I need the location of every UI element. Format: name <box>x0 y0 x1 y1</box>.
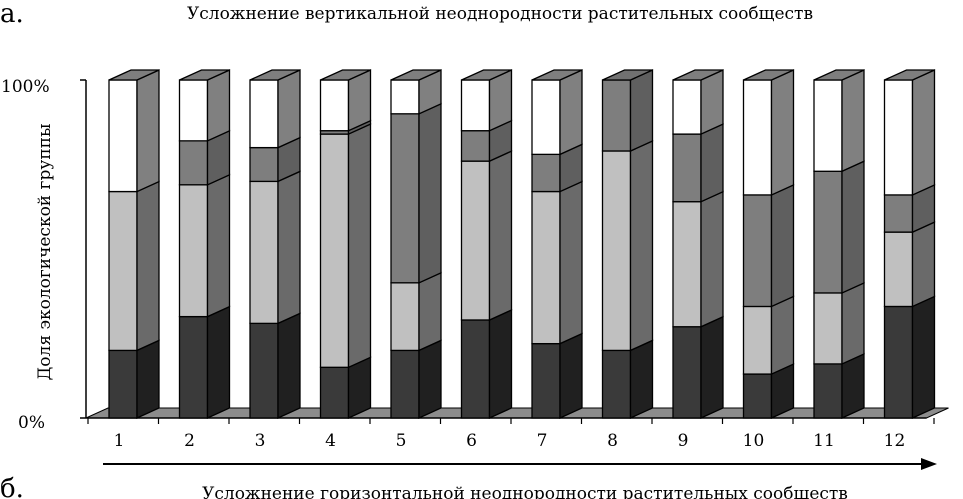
bottom-caption: Усложнение горизонтальной неоднородности… <box>202 484 848 499</box>
bar-segment <box>672 123 724 203</box>
x-tick-label: 8 <box>607 431 618 451</box>
bar-segment <box>883 68 936 196</box>
x-tick-label: 2 <box>184 431 195 451</box>
bar-1 <box>108 68 160 420</box>
bar-8 <box>601 68 654 420</box>
y-tick-label-min: 0% <box>18 413 45 433</box>
bar-4 <box>319 68 372 420</box>
bar-3 <box>249 68 301 420</box>
bar-segment <box>108 68 160 193</box>
bar-top-face <box>813 69 865 81</box>
bar-segment <box>813 160 865 294</box>
bar-segment <box>742 68 795 196</box>
bar-segment <box>883 295 936 420</box>
bar-segment <box>249 170 301 325</box>
top-caption: Усложнение вертикальной неоднородности р… <box>187 4 813 24</box>
bar-top-face <box>531 69 583 81</box>
direction-arrow <box>103 458 937 470</box>
x-tick-label: 9 <box>678 431 689 451</box>
bar-segment <box>672 315 724 420</box>
panel-label-bottom: б. <box>0 474 24 499</box>
x-tick-label: 1 <box>114 431 125 451</box>
bar-top-face <box>320 69 371 81</box>
bar-7 <box>531 68 583 420</box>
bar-top-face <box>179 69 230 81</box>
bar-segment <box>601 339 654 420</box>
bar-12 <box>883 68 936 420</box>
bar-segment <box>460 150 513 321</box>
bar-segment <box>813 281 865 365</box>
bar-top-face <box>390 69 442 81</box>
bar-segment <box>601 68 654 152</box>
bar-top-face <box>672 69 724 81</box>
x-tick-labels: 1 2 3 4 5 6 7 8 9 10 11 12 <box>114 431 906 451</box>
bar-top-face <box>602 69 653 81</box>
x-tick-label: 10 <box>743 431 765 451</box>
bar-segment <box>742 183 795 308</box>
bar-segment <box>108 180 160 352</box>
bar-segment <box>108 339 160 420</box>
bar-segment <box>319 123 372 369</box>
bar-segment <box>601 139 654 352</box>
bar-segment <box>249 68 301 149</box>
bar-segment <box>460 119 513 163</box>
bar-segment <box>178 305 231 420</box>
bar-top-face <box>884 69 935 81</box>
bar-segment <box>460 308 513 420</box>
bar-segment <box>178 129 231 186</box>
bar-segment <box>672 190 724 328</box>
bar-segment <box>460 68 513 132</box>
bar-segment <box>813 68 865 173</box>
bar-segment <box>883 221 936 308</box>
bar-segment <box>531 332 583 420</box>
y-tick-label-max: 100% <box>1 77 50 97</box>
bar-segment <box>742 363 795 420</box>
x-tick-label: 5 <box>396 431 407 451</box>
bar-segment <box>531 143 583 193</box>
bar-segment <box>883 183 936 234</box>
bar-6 <box>460 68 513 420</box>
bar-segment <box>178 173 231 318</box>
bar-segment <box>531 180 583 345</box>
bar-top-face <box>743 69 794 81</box>
x-tick-label: 6 <box>466 431 477 451</box>
bar-5 <box>390 68 442 420</box>
bar-segment <box>249 312 301 420</box>
bar-segment <box>531 68 583 156</box>
bar-segment <box>249 136 301 183</box>
panel-label-top: а. <box>0 0 24 29</box>
y-axis-label: Доля экологической группы <box>35 123 55 380</box>
x-tick-label: 11 <box>813 431 835 451</box>
x-tick-label: 7 <box>537 431 548 451</box>
chart-axes <box>80 79 935 424</box>
bar-segment <box>319 68 372 132</box>
x-tick-label: 4 <box>325 431 336 451</box>
bar-segment <box>390 102 442 284</box>
bar-11 <box>813 68 865 420</box>
bar-segment <box>672 68 724 136</box>
bar-segment <box>742 295 795 376</box>
bar-segment <box>178 68 231 142</box>
bars <box>108 68 936 420</box>
bar-2 <box>178 68 231 420</box>
bar-segment <box>390 339 442 420</box>
bar-9 <box>672 68 724 420</box>
bar-top-face <box>108 69 160 81</box>
bar-top-face <box>461 69 512 81</box>
x-tick-label: 12 <box>884 431 906 451</box>
bar-10 <box>742 68 795 420</box>
bar-segment <box>390 271 442 352</box>
bar-top-face <box>249 69 301 81</box>
x-tick-label: 3 <box>255 431 266 451</box>
